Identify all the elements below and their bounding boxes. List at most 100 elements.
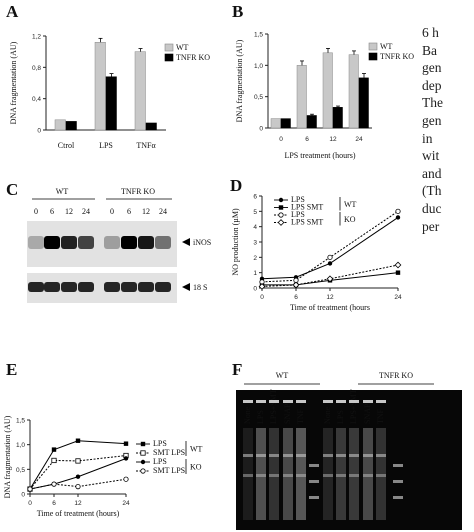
side-text-line: dep <box>422 77 442 93</box>
y-tick-label: 0 <box>259 126 263 133</box>
dna-band <box>243 474 253 477</box>
data-point <box>140 441 146 447</box>
panel-b-chart: 0 0,5 1,0 1,5 0 6 12 24 WT TNFR KO DNA fragmentati… <box>230 0 430 170</box>
legend-swatch <box>368 52 378 61</box>
legend-label: LPS <box>291 210 305 219</box>
dna-smear <box>363 428 373 520</box>
dna-band <box>283 400 293 403</box>
inos-band <box>121 236 137 249</box>
y-axis-label: DNA fragmentation (AU) <box>3 415 12 498</box>
rrna-band <box>104 282 120 292</box>
legend-swatch <box>368 42 378 51</box>
side-text-line: in <box>422 130 433 146</box>
dna-band <box>393 464 403 467</box>
data-point <box>395 270 401 275</box>
data-point <box>292 281 300 289</box>
dna-band <box>363 474 373 477</box>
side-text-line: Ba <box>422 42 437 58</box>
dna-band <box>393 496 403 499</box>
rrna-band <box>61 282 77 292</box>
lane-label: SNAP <box>283 403 292 424</box>
data-point <box>395 215 401 220</box>
dna-band <box>269 474 279 477</box>
y-tick-label: 1,5 <box>16 418 25 425</box>
dna-smear <box>336 428 346 520</box>
x-tick-label: LPS <box>99 141 113 150</box>
x-tick-label: 24 <box>355 136 363 143</box>
panel-c-blot: WT TNFR KO 0 6 12 24 0 6 12 24 iNOS 18 S <box>0 176 232 336</box>
dna-band <box>336 454 346 457</box>
dna-band <box>393 480 403 483</box>
legend-label: TNFR KO <box>176 53 210 62</box>
dna-smear <box>349 428 359 520</box>
inos-band <box>104 236 120 249</box>
y-tick-label: 0,8 <box>32 65 41 72</box>
dna-band <box>336 474 346 477</box>
y-tick-label: 6 <box>253 194 257 201</box>
side-text-column: 6 h Ba gen dep The gen in wit and (Th du… <box>422 24 474 235</box>
bar <box>332 107 343 129</box>
legend-label: LPS <box>153 457 167 466</box>
lane-label: 12 <box>142 207 150 216</box>
rrna-band <box>44 282 60 292</box>
dna-band <box>269 400 279 403</box>
dna-smear <box>283 428 293 520</box>
x-tick-label: 24 <box>122 500 130 507</box>
gel-group-label: TNFR KO <box>379 371 413 380</box>
x-tick-label: 6 <box>305 136 309 143</box>
dna-smear <box>243 428 253 520</box>
legend-label: LPS <box>291 195 305 204</box>
panel-d-chart: 0 1 2 3 4 5 6 0 6 12 24 LPS LPS SMT LPS LPS SMT WT KO NO … <box>228 176 428 346</box>
series-line <box>29 478 127 490</box>
y-tick-label: 1 <box>253 270 257 277</box>
series-line <box>261 264 399 287</box>
lane-label: 24 <box>82 207 90 216</box>
dna-smear <box>269 428 279 520</box>
legend-label: WT <box>380 42 393 51</box>
side-text-line: (Th <box>422 183 442 199</box>
panel-e-chart: 0 0,5 1,0 1,5 0 6 12 24 LPS SMT LPS LPS SMT LPS WT KO… <box>0 356 232 532</box>
inos-band <box>44 236 60 249</box>
y-tick-label: 1,0 <box>254 63 263 70</box>
dna-band <box>296 474 306 477</box>
data-point <box>278 205 284 210</box>
rrna-band <box>138 282 154 292</box>
data-point <box>75 484 81 490</box>
dna-band <box>376 454 386 457</box>
x-tick-label: 12 <box>74 500 82 507</box>
lane-label: 12 <box>65 207 73 216</box>
bar <box>105 76 117 131</box>
x-tick-label: 24 <box>394 294 402 301</box>
dna-band <box>323 474 333 477</box>
data-point <box>278 197 284 203</box>
dna-band <box>363 400 373 403</box>
y-tick-label: 0,4 <box>32 96 41 103</box>
bar <box>65 121 77 131</box>
x-tick-label: 6 <box>294 294 298 301</box>
data-point <box>326 275 334 283</box>
x-tick-label: Ctrol <box>58 141 75 150</box>
panel-a-chart: 0 0,4 0,8 1,2 Ctrol LPS TNFα WT TNFR KO DNA fragm… <box>0 0 232 170</box>
bar <box>306 115 317 129</box>
legend-label: LPS <box>153 439 167 448</box>
legend-label: LPS SMT <box>291 203 323 212</box>
dna-band <box>363 454 373 457</box>
inos-band <box>155 236 171 249</box>
x-tick-label: 0 <box>28 500 32 507</box>
legend-swatch <box>164 53 174 62</box>
bar <box>94 42 106 131</box>
rrna-band <box>155 282 171 292</box>
legend-group-label: KO <box>344 215 356 224</box>
inos-band <box>78 236 94 249</box>
dna-band <box>296 454 306 457</box>
y-axis-label: DNA fragmentation (AU) <box>9 41 18 124</box>
lane-label: LPS+SMT <box>269 389 278 424</box>
dna-band <box>309 480 319 483</box>
y-tick-label: 1,2 <box>32 34 41 41</box>
side-text-line: and <box>422 165 442 181</box>
side-text-line: The <box>422 95 443 111</box>
band-arrow <box>182 283 190 291</box>
dna-band <box>309 496 319 499</box>
